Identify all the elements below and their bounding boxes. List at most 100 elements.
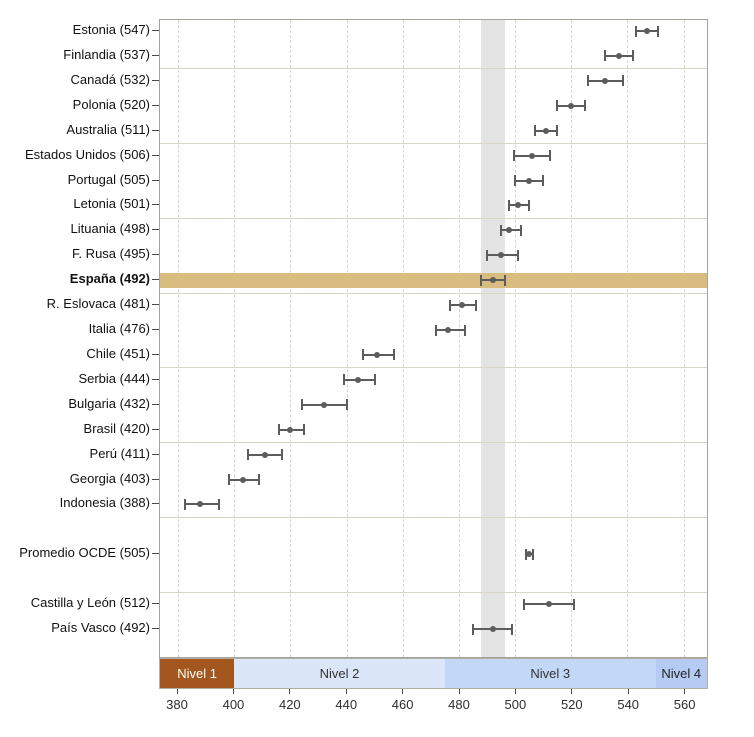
ci-cap [549,150,552,162]
ci-cap [247,449,250,461]
gridline [402,20,404,657]
ci-cap [556,100,559,112]
ci-cap [184,498,186,510]
point-marker [489,626,496,633]
row-label: Polonia (520) [72,96,150,112]
level-band-label: Nivel 3 [530,666,571,681]
y-axis-tick [152,603,159,605]
gridline [515,20,517,657]
level-band-label: Nivel 2 [319,666,360,681]
x-axis: 380 400 420 440 460 480 500 520 540 560 [159,689,708,719]
y-axis-tick [152,129,159,131]
x-axis-tick [627,689,629,694]
row-label: Estados Unidos (506) [24,146,150,162]
reference-band [481,20,506,657]
ci-cap [514,175,517,187]
row-label: F. Rusa (495) [71,246,150,262]
ci-cap [463,324,466,336]
point-marker [262,451,269,458]
ci-cap [508,199,511,211]
ci-cap [542,175,545,187]
row-label: Georgia (403) [69,470,150,486]
point-marker [321,401,328,408]
y-axis-tick [152,254,159,256]
ci-cap [227,474,230,486]
ci-cap [657,25,660,37]
gridline [458,20,460,657]
y-axis-tick [152,79,159,81]
ci-cap [533,125,536,137]
ci-cap [303,424,306,436]
row-label: Indonesia (388) [59,495,150,511]
group-separator-line [160,442,707,444]
y-axis-tick [152,104,159,106]
x-axis-tick [289,689,291,694]
ci-cap [258,474,261,486]
ci-cap [587,75,590,87]
level-band-3: Nivel 3 [444,659,656,688]
y-axis-tick [152,478,159,480]
point-marker [197,501,204,508]
point-marker [506,227,513,234]
ci-cap [573,598,576,610]
ci-cap [342,374,345,386]
point-marker [287,426,294,433]
ci-cap [345,399,348,411]
ci-cap [435,324,438,336]
gridline [683,20,685,657]
row-label: España (492) [69,271,150,287]
group-separator-line [160,68,707,70]
point-marker [374,351,381,358]
point-marker [354,376,361,383]
point-marker [489,277,496,284]
y-axis-tick [152,628,159,630]
y-axis-tick [152,279,159,281]
ci-cap [504,274,507,286]
row-label: Finlandia (537) [63,46,150,62]
x-axis-tick-label: 520 [560,697,583,712]
x-axis-tick-label: 480 [448,697,470,712]
row-label: Canadá (532) [70,71,151,87]
ci-cap [511,623,514,635]
gridline [290,20,292,657]
x-axis-tick [684,689,686,694]
y-axis-tick [152,304,159,306]
ci-cap [524,548,527,560]
y-axis-tick [152,54,159,56]
plot-area [159,19,708,658]
y-axis-tick [152,428,159,430]
x-axis-tick-label: 380 [166,697,188,712]
level-band-1: Nivel 1 [160,659,235,688]
y-axis-tick [152,403,159,405]
ci-cap [512,150,515,162]
x-axis-tick-label: 440 [335,697,358,712]
point-marker [526,551,533,558]
x-axis-tick [176,689,178,694]
y-axis-tick [152,229,159,231]
row-label: Italia (476) [88,321,150,337]
group-separator-line [160,591,707,593]
ci-cap [500,224,503,236]
ci-cap [622,75,625,87]
x-axis-tick [345,689,347,694]
ci-cap [480,274,483,286]
group-separator-line [160,143,707,145]
level-band-2: Nivel 2 [234,659,445,688]
x-axis-tick-label: 540 [617,697,640,712]
level-band-label: Nivel 1 [177,666,217,681]
x-axis-tick [571,689,573,694]
point-marker [543,127,550,134]
row-label: Castilla y León (512) [30,595,150,611]
row-label: Promedio OCDE (505) [19,545,150,561]
x-axis-tick [232,689,234,694]
point-marker [545,601,552,608]
row-label: Lituania (498) [70,221,151,237]
x-axis-tick-label: 460 [391,697,414,712]
y-axis-tick [152,453,159,455]
x-axis-tick-label: 400 [222,697,245,712]
y-axis-tick [152,378,159,380]
point-marker [444,327,451,334]
x-axis-tick [402,689,404,694]
ci-cap [393,349,396,361]
